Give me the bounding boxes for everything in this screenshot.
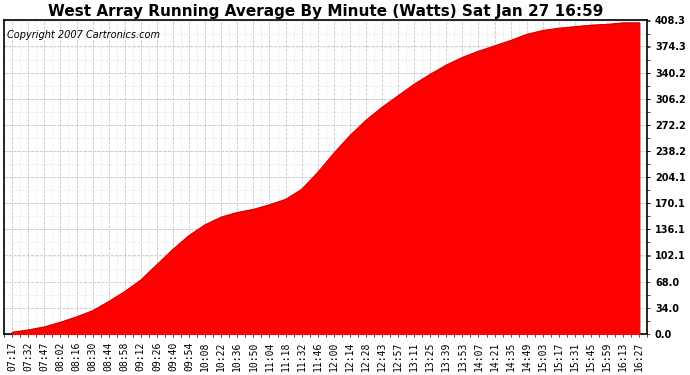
Text: Copyright 2007 Cartronics.com: Copyright 2007 Cartronics.com: [8, 30, 160, 40]
Title: West Array Running Average By Minute (Watts) Sat Jan 27 16:59: West Array Running Average By Minute (Wa…: [48, 4, 604, 19]
